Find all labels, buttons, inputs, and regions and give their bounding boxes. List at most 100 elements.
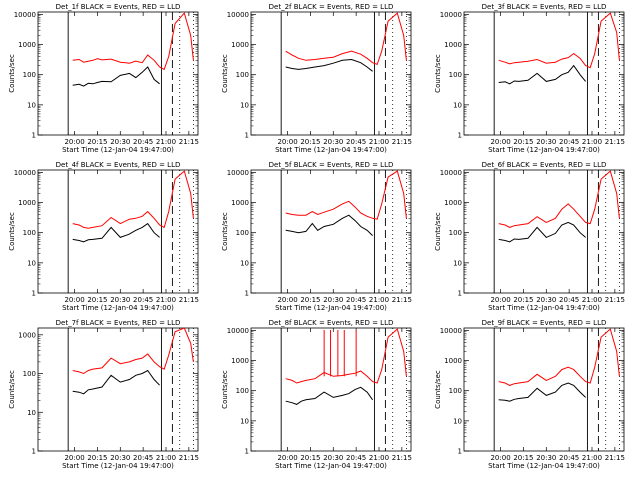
x-tick-label: 20:15 [513, 454, 533, 462]
y-tick-label: 10 [240, 259, 249, 267]
panel-7: Det_7f BLACK = Events, RED = LLD 1 10 100 10… [8, 319, 199, 470]
x-tick-label: 20:00 [64, 454, 84, 462]
x-axis-label: Start Time (12-Jan-04 19:47:00) [275, 462, 387, 470]
x-axis-label: Start Time (12-Jan-04 19:47:00) [275, 304, 387, 312]
y-tick-label: 1 [458, 132, 462, 140]
y-tick-label: 1000 [231, 199, 249, 207]
panel-4: Det_4f BLACK = Events, RED = LLD 1 10 100 10… [8, 161, 199, 312]
x-tick-label: 20:15 [300, 454, 320, 462]
y-tick-label: 100 [23, 370, 36, 378]
x-tick-label: 20:00 [490, 138, 510, 146]
plot-frame [37, 11, 199, 136]
x-tick-label: 20:00 [277, 138, 297, 146]
x-tick-label: 21:00 [156, 138, 176, 146]
x-tick-label: 20:45 [133, 454, 153, 462]
chart-title: Det_4f BLACK = Events, RED = LLD [56, 161, 181, 169]
panel-9: Det_9f BLACK = Events, RED = LLD 1 10 100 10… [434, 319, 625, 470]
x-tick-label: 20:45 [346, 138, 366, 146]
chart-title: Det_6f BLACK = Events, RED = LLD [482, 161, 607, 169]
series-line-events [285, 386, 374, 405]
series-line-events [498, 221, 586, 243]
y-tick-label: 10000 [227, 11, 249, 19]
x-tick-label: 20:30 [110, 454, 130, 462]
series-line-events [72, 66, 160, 87]
series-line-events [498, 382, 586, 402]
x-tick-label: 20:00 [277, 454, 297, 462]
x-tick-label: 21:15 [605, 296, 625, 304]
plot-frame [250, 11, 412, 136]
y-tick-label: 10 [240, 417, 249, 425]
series-line-lld [72, 170, 194, 229]
y-tick-label: 1 [32, 132, 36, 140]
x-tick-label: 20:30 [536, 138, 556, 146]
x-tick-label: 21:00 [582, 296, 602, 304]
x-tick-label: 21:15 [392, 296, 412, 304]
y-tick-label: 100 [236, 387, 249, 395]
y-tick-label: 1 [245, 448, 249, 456]
plot-frame [463, 327, 625, 452]
series-line-lld [285, 12, 407, 66]
x-tick-label: 20:15 [87, 138, 107, 146]
x-tick-label: 21:00 [156, 296, 176, 304]
y-tick-label: 10 [453, 417, 462, 425]
panel-5: Det_5f BLACK = Events, RED = LLD 1 10 100 10… [221, 161, 412, 312]
x-axis-label: Start Time (12-Jan-04 19:47:00) [488, 146, 600, 154]
chart-title: Det_5f BLACK = Events, RED = LLD [269, 161, 394, 169]
y-tick-label: 100 [449, 387, 462, 395]
chart-title: Det_9f BLACK = Events, RED = LLD [482, 319, 607, 327]
y-axis-label: Counts/sec [8, 54, 16, 93]
x-tick-label: 21:15 [392, 454, 412, 462]
x-tick-label: 20:15 [87, 454, 107, 462]
x-axis-label: Start Time (12-Jan-04 19:47:00) [488, 304, 600, 312]
x-tick-label: 21:00 [156, 454, 176, 462]
panel-2: Det_2f BLACK = Events, RED = LLD 1 10 100 10… [221, 3, 412, 154]
panel-6: Det_6f BLACK = Events, RED = LLD 1 10 100 10… [434, 161, 625, 312]
y-tick-label: 100 [236, 71, 249, 79]
x-tick-label: 20:30 [323, 296, 343, 304]
x-tick-label: 20:00 [64, 138, 84, 146]
y-tick-label: 1 [245, 132, 249, 140]
panel-8: Det_8f BLACK = Events, RED = LLD 1 10 100 10… [221, 319, 412, 470]
series-line-events [498, 64, 586, 85]
y-axis-label: Counts/sec [434, 212, 442, 251]
y-tick-label: 1000 [18, 199, 36, 207]
y-tick-label: 1000 [444, 357, 462, 365]
x-axis-label: Start Time (12-Jan-04 19:47:00) [62, 462, 174, 470]
x-tick-label: 20:45 [559, 454, 579, 462]
x-tick-label: 20:45 [559, 138, 579, 146]
x-tick-label: 21:00 [582, 454, 602, 462]
plot-frame [463, 11, 625, 136]
x-tick-label: 21:15 [179, 138, 199, 146]
series-line-lld [498, 12, 620, 69]
chart-title: Det_1f BLACK = Events, RED = LLD [56, 3, 181, 11]
x-tick-label: 21:15 [605, 454, 625, 462]
y-tick-label: 10 [240, 101, 249, 109]
chart-title: Det_3f BLACK = Events, RED = LLD [482, 3, 607, 11]
x-tick-label: 20:15 [513, 138, 533, 146]
y-tick-label: 10 [27, 259, 36, 267]
x-axis-label: Start Time (12-Jan-04 19:47:00) [62, 304, 174, 312]
x-tick-label: 20:45 [346, 454, 366, 462]
series-line-events [285, 58, 373, 72]
y-axis-label: Counts/sec [221, 212, 229, 251]
y-tick-label: 100 [23, 71, 36, 79]
plot-frame [463, 169, 625, 294]
y-tick-label: 100 [23, 229, 36, 237]
x-tick-label: 20:45 [133, 138, 153, 146]
chart-title: Det_8f BLACK = Events, RED = LLD [269, 319, 394, 327]
y-tick-label: 10000 [440, 169, 462, 177]
x-tick-label: 20:00 [490, 454, 510, 462]
x-tick-label: 21:15 [605, 138, 625, 146]
x-tick-label: 20:15 [300, 296, 320, 304]
plot-frame [37, 169, 199, 294]
panel-3: Det_3f BLACK = Events, RED = LLD 1 10 100 10… [434, 3, 625, 154]
x-tick-label: 21:15 [392, 138, 412, 146]
x-tick-label: 20:30 [536, 454, 556, 462]
series-line-lld [72, 12, 194, 71]
series-line-lld [72, 328, 194, 375]
x-tick-label: 20:45 [559, 296, 579, 304]
y-tick-label: 100 [449, 229, 462, 237]
y-tick-label: 10000 [14, 11, 36, 19]
y-tick-label: 10 [27, 101, 36, 109]
